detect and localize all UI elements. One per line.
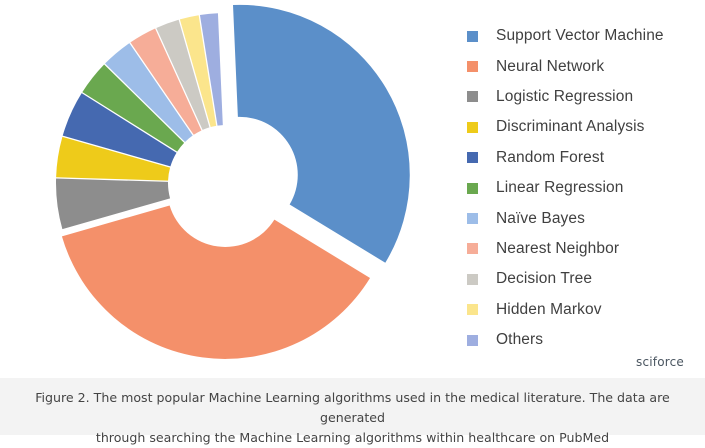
- legend-swatch: [467, 273, 478, 285]
- legend-item-decision-tree: Decision Tree: [467, 264, 664, 294]
- legend-swatch: [467, 91, 478, 103]
- legend-item-discriminant-analysis: Discriminant Analysis: [467, 112, 664, 142]
- legend-item-hidden-markov: Hidden Markov: [467, 295, 664, 325]
- legend-swatch: [467, 152, 478, 164]
- slice-naive-bayes: [105, 43, 193, 142]
- slice-hidden-markov: [179, 15, 217, 128]
- legend-label: Logistic Regression: [496, 87, 634, 105]
- legend-swatch: [467, 213, 478, 225]
- sciforce-logo: sciforce: [636, 355, 685, 369]
- legend-swatch: [467, 182, 478, 194]
- legend-item-others: Others: [467, 325, 664, 355]
- legend-label: Others: [496, 331, 544, 349]
- legend-label: Hidden Markov: [496, 300, 602, 318]
- caption-line-1: Figure 2. The most popular Machine Learn…: [35, 390, 670, 425]
- legend-item-neural-network: Neural Network: [467, 51, 664, 81]
- legend-label: Decision Tree: [496, 270, 593, 288]
- legend-swatch: [467, 61, 478, 73]
- legend-label: Support Vector Machine: [496, 27, 664, 45]
- slice-linear-regression: [82, 64, 185, 152]
- legend-item-logistic-regression: Logistic Regression: [467, 82, 664, 112]
- legend-item-linear-regression: Linear Regression: [467, 173, 664, 203]
- legend-label: Naïve Bayes: [496, 209, 585, 227]
- legend-swatch: [467, 30, 478, 42]
- legend-item-support-vector-machine: Support Vector Machine: [467, 21, 664, 51]
- legend-item-random-forest: Random Forest: [467, 143, 664, 173]
- slice-support-vector-machine: [233, 4, 410, 263]
- legend-swatch: [467, 243, 478, 255]
- slice-random-forest: [62, 93, 177, 167]
- slice-nearest-neighbor: [130, 28, 202, 135]
- legend-label: Discriminant Analysis: [496, 118, 645, 136]
- slice-others: [199, 13, 223, 126]
- caption-background: [0, 378, 705, 435]
- legend-swatch: [467, 334, 478, 346]
- slice-discriminant-analysis: [56, 136, 171, 181]
- slice-logistic-regression: [56, 178, 171, 230]
- chart-legend: Support Vector Machine Neural Network Logi…: [467, 21, 664, 355]
- legend-swatch: [467, 121, 478, 133]
- slice-decision-tree: [156, 19, 210, 130]
- caption-line-2: through searching the Machine Learning a…: [95, 430, 610, 445]
- legend-label: Linear Regression: [496, 179, 624, 197]
- legend-label: Random Forest: [496, 148, 605, 166]
- donut-chart: [56, 4, 410, 359]
- legend-label: Nearest Neighbor: [496, 239, 620, 257]
- legend-swatch: [467, 304, 478, 316]
- legend-item-nearest-neighbor: Nearest Neighbor: [467, 234, 664, 264]
- figure-caption: Figure 2. The most popular Machine Learn…: [8, 388, 697, 448]
- legend-label: Neural Network: [496, 57, 605, 75]
- legend-item-naive-bayes: Naïve Bayes: [467, 203, 664, 233]
- slice-neural-network: [61, 205, 371, 359]
